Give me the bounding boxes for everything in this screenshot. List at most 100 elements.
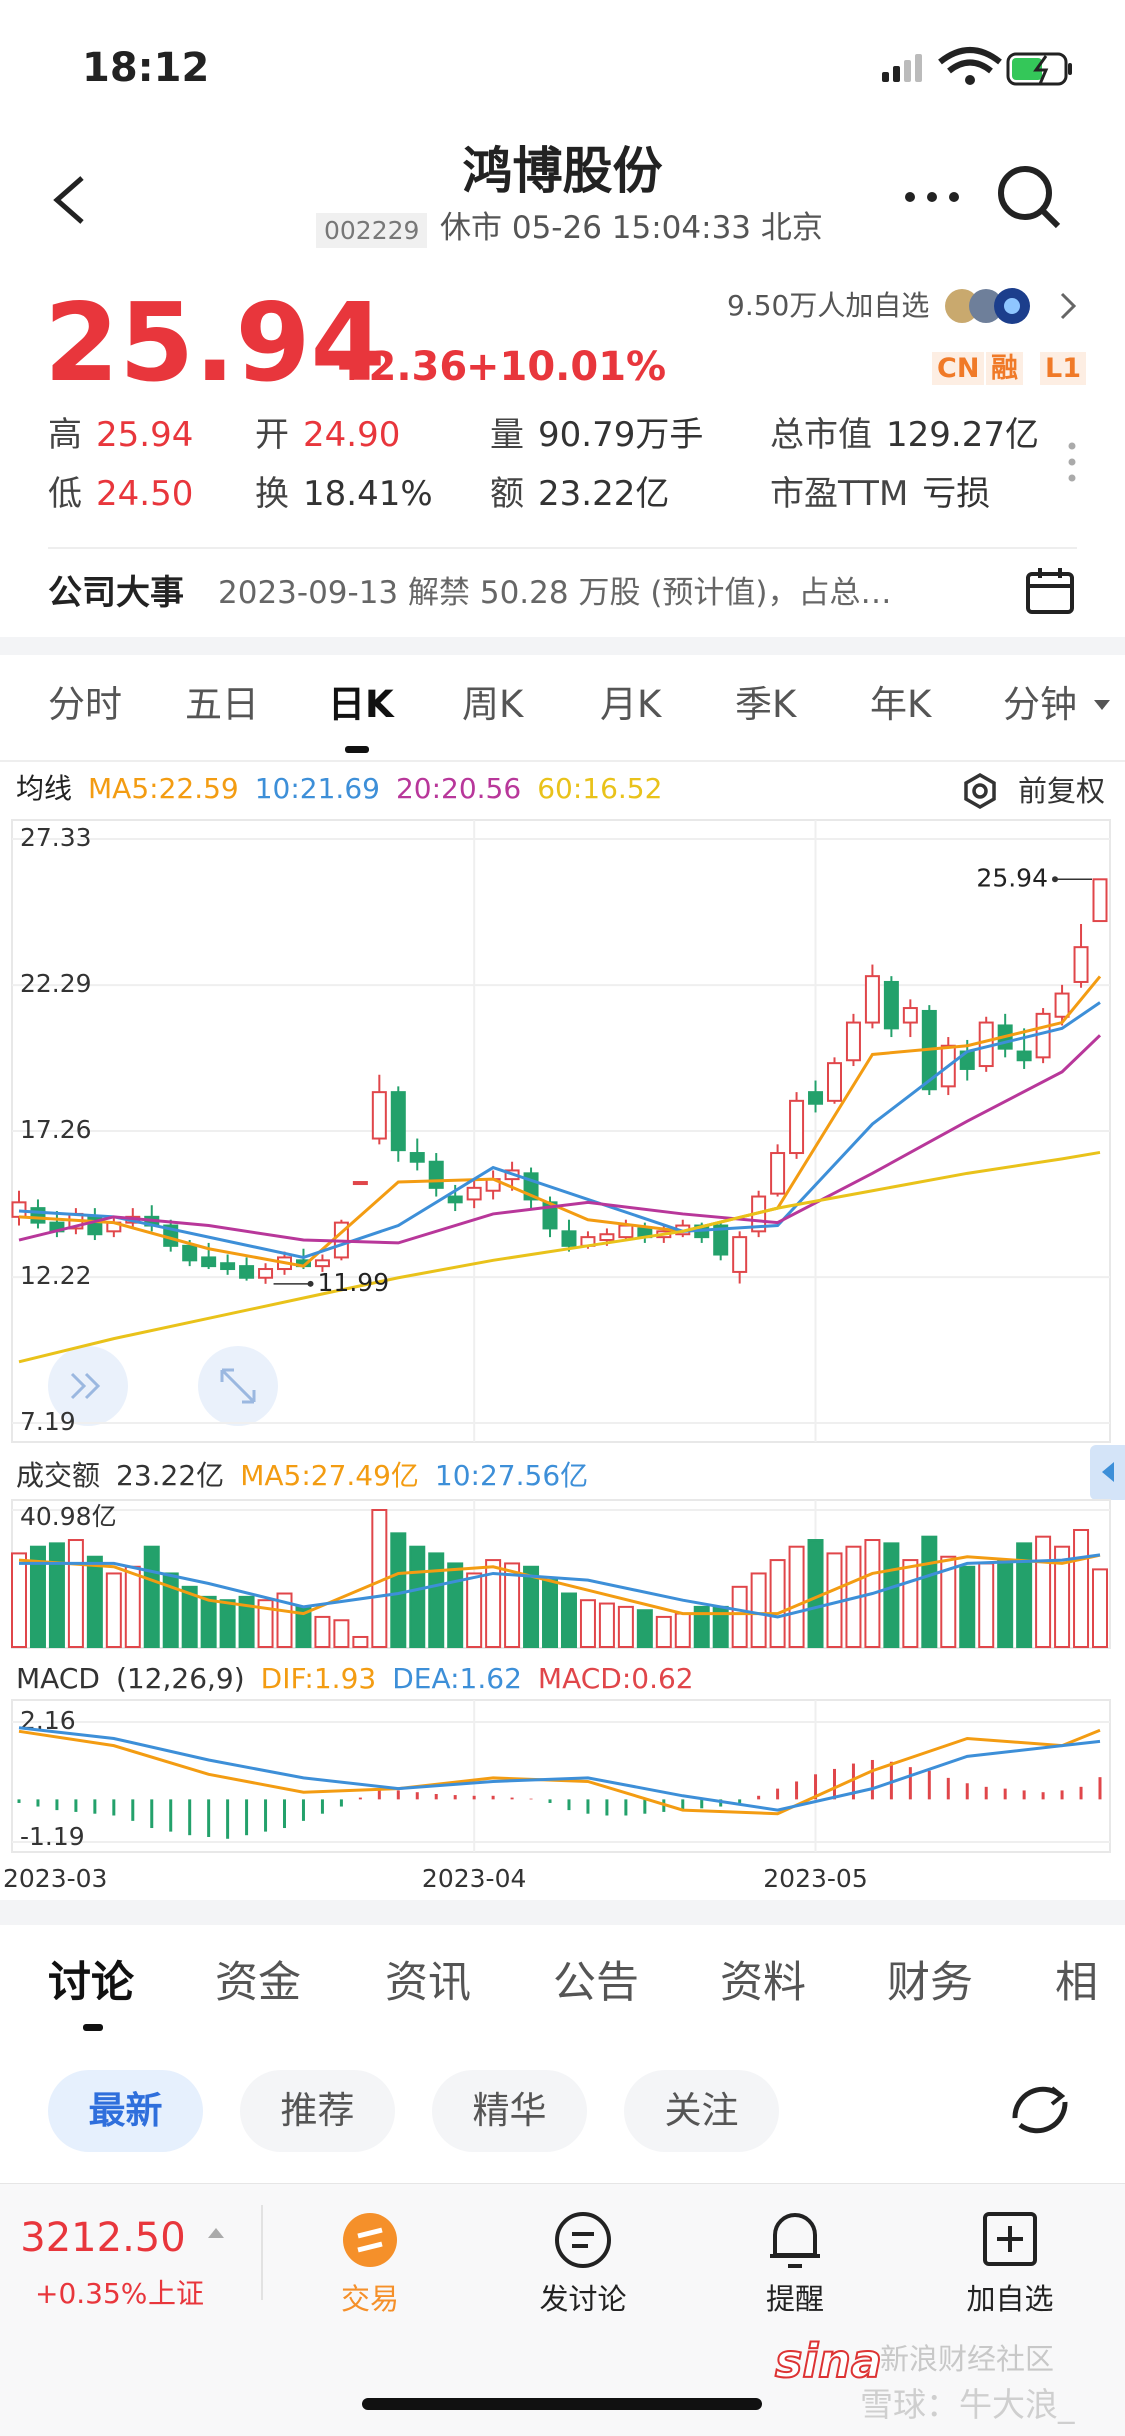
candle-body <box>1016 1050 1032 1062</box>
volume-bar <box>466 1572 483 1648</box>
candle-body <box>220 1262 236 1271</box>
legend: 均线 MA5:22.59 10:21.69 20:20.56 60:16.52 <box>16 775 662 803</box>
legend-item: MACD:0.62 <box>537 1662 694 1695</box>
index-value: 3212.50 <box>0 2218 262 2258</box>
filter-chip[interactable]: 关注 <box>624 2070 779 2152</box>
calendar-icon[interactable] <box>1026 568 1074 614</box>
change: +2.36 <box>335 344 468 390</box>
legend-item: 成交额 <box>16 1459 101 1492</box>
legend-item: (12,26,9) <box>115 1662 245 1695</box>
action[interactable]: 发讨论 <box>539 2282 627 2316</box>
action[interactable]: 提醒 <box>765 2282 824 2316</box>
content-tab[interactable]: 讨论 <box>48 1958 134 2008</box>
period-tab[interactable]: 年K <box>870 683 932 726</box>
volume-bar <box>769 1559 786 1649</box>
candle-body <box>1092 878 1108 923</box>
x-tick-label: 2023-04 <box>422 1864 526 1893</box>
period-tab[interactable]: 分钟 <box>1003 683 1077 726</box>
badge: 融 <box>986 352 1023 385</box>
content-tab[interactable]: 财务 <box>887 1958 973 2008</box>
candle-body <box>732 1236 748 1273</box>
refresh-icon[interactable] <box>1012 2086 1068 2134</box>
candle-body <box>599 1233 615 1242</box>
line <box>18 1150 1101 1364</box>
stat-label: 高 <box>48 415 82 455</box>
content-tab[interactable]: 相 <box>1055 1958 1098 2008</box>
chevron[interactable] <box>1060 292 1077 320</box>
side-tab[interactable] <box>1090 1445 1125 1500</box>
max-label: 25.94 <box>976 863 1048 892</box>
index-name: 上证 <box>148 2277 205 2310</box>
filter-chip[interactable]: 最新 <box>48 2070 203 2152</box>
adjust-mode[interactable]: 前复权 <box>1018 774 1106 808</box>
period-tab[interactable]: 季K <box>735 683 797 726</box>
volume-bar <box>1035 1535 1052 1648</box>
tab-indicator <box>345 746 369 753</box>
volume-bar <box>655 1615 672 1648</box>
period-tab[interactable]: 日K <box>328 683 394 726</box>
action[interactable]: 加自选 <box>966 2282 1054 2316</box>
avatars <box>945 288 1030 324</box>
action[interactable]: 交易 <box>340 2282 399 2316</box>
settings-icon[interactable] <box>964 772 996 810</box>
candle-body <box>11 1201 27 1218</box>
candle-body <box>675 1224 691 1236</box>
volume-bar <box>238 1595 255 1649</box>
candle-body <box>864 975 880 1024</box>
content-tab[interactable]: 资金 <box>215 1958 301 2008</box>
expand-buttons[interactable] <box>48 1346 278 1426</box>
legend-item: MA5:27.49亿 <box>240 1459 419 1492</box>
content-tab[interactable]: 资料 <box>720 1958 806 2008</box>
index-value-text: 3212.50 <box>20 2215 186 2261</box>
event-title: 公司大事 <box>48 573 184 613</box>
y-tick-label: 17.26 <box>20 1115 92 1144</box>
period-tab[interactable]: 分时 <box>48 683 122 726</box>
volume-bar <box>485 1559 502 1649</box>
stat: 总市值 129.27亿 <box>770 418 1039 452</box>
more-vertical <box>1068 442 1076 482</box>
volume-bar <box>390 1532 407 1649</box>
volume-bar <box>181 1585 198 1649</box>
candle-body <box>997 1024 1013 1050</box>
price: 25.94 <box>44 281 386 406</box>
period-tab[interactable]: 五日 <box>185 683 259 726</box>
content-tab[interactable]: 公告 <box>553 1958 639 2008</box>
y-tick-label: 12.22 <box>20 1261 92 1290</box>
volume-bar <box>636 1609 653 1648</box>
candle-body <box>144 1215 160 1227</box>
stat-label: 量 <box>490 415 524 455</box>
volume-bar <box>693 1605 710 1648</box>
period-tab[interactable]: 周K <box>462 683 524 726</box>
period-tab[interactable]: 月K <box>600 683 662 726</box>
y-tick-label: 22.29 <box>20 969 92 998</box>
filter-chip[interactable]: 推荐 <box>240 2070 395 2152</box>
title: 鸿博股份 <box>462 142 663 200</box>
candle-body <box>258 1268 274 1279</box>
candle-body <box>239 1265 255 1279</box>
candle-body <box>409 1152 425 1163</box>
candle-body <box>883 980 899 1030</box>
stat: 市盈TTM 亏损 <box>770 477 990 511</box>
candle-body <box>618 1224 634 1239</box>
legend-item: MACD <box>16 1662 100 1695</box>
event-text[interactable]: 2023-09-13 解禁 50.28 万股 (预计值)，占总… <box>218 575 892 611</box>
stat-value: 25.94 <box>96 415 194 455</box>
y-tick-label: 27.33 <box>20 823 92 852</box>
content-tab[interactable]: 资讯 <box>385 1958 471 2008</box>
candle-body <box>561 1230 577 1247</box>
candle-body <box>466 1186 482 1201</box>
line <box>18 1728 1101 1816</box>
volume-bar <box>864 1539 881 1649</box>
stat: 量 90.79万手 <box>490 418 703 452</box>
line <box>19 1553 1101 1619</box>
filter-chip[interactable]: 精华 <box>432 2070 587 2152</box>
volume-bar <box>143 1545 160 1648</box>
volume-bar <box>883 1542 900 1649</box>
change-pct: +10.01% <box>466 344 667 390</box>
stat: 低 24.50 <box>48 477 193 511</box>
candle-body <box>277 1256 293 1271</box>
candle-body <box>49 1221 65 1233</box>
volume-bar <box>674 1612 691 1649</box>
volume-bar <box>219 1599 236 1648</box>
stat: 额 23.22亿 <box>490 477 669 511</box>
